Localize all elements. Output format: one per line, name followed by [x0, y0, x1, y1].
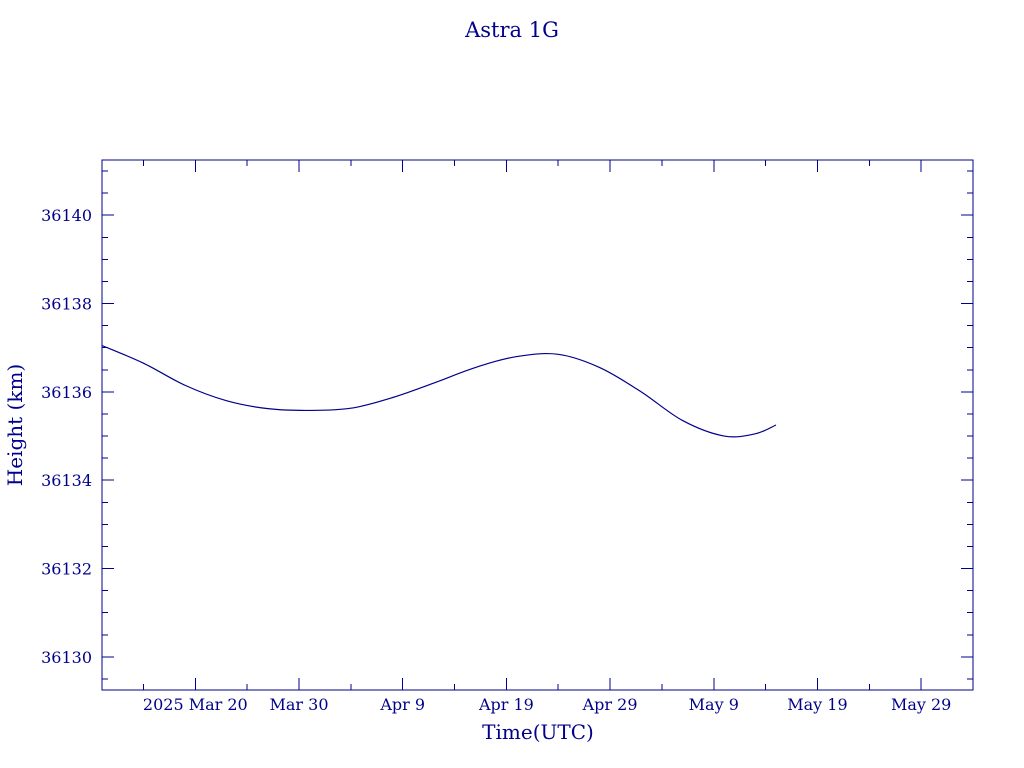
x-tick-label: May 9: [689, 695, 739, 714]
x-axis-ticks: 2025 Mar 20 Mar 30 Apr 9 Apr 19 Apr 29 May 9 M…: [143, 160, 951, 714]
x-tick-label: Apr 19: [478, 695, 534, 714]
y-axis-ticks: 36130 36132 36134 36136 36138 36140: [41, 206, 973, 667]
y-axis-title: Height (km): [3, 364, 27, 486]
y-tick-label: 36138: [41, 295, 92, 314]
x-tick-label: 2025 Mar 20: [143, 695, 248, 714]
x-tick-label: May 19: [787, 695, 847, 714]
x-tick-label: Apr 9: [379, 695, 425, 714]
x-tick-label: Apr 29: [582, 695, 638, 714]
minor-ticks: [102, 160, 974, 690]
x-axis-title: Time(UTC): [482, 720, 594, 744]
series-line: [101, 344, 777, 438]
y-tick-label: 36132: [41, 560, 92, 579]
y-tick-label: 36140: [41, 206, 92, 225]
plot-frame: [101, 159, 974, 691]
x-tick-label: Mar 30: [270, 695, 329, 714]
y-tick-label: 36136: [41, 383, 92, 402]
x-tick-label: May 29: [891, 695, 951, 714]
chart-title: Astra 1G: [464, 18, 559, 42]
y-tick-label: 36134: [41, 471, 92, 490]
y-tick-label: 36130: [41, 648, 92, 667]
